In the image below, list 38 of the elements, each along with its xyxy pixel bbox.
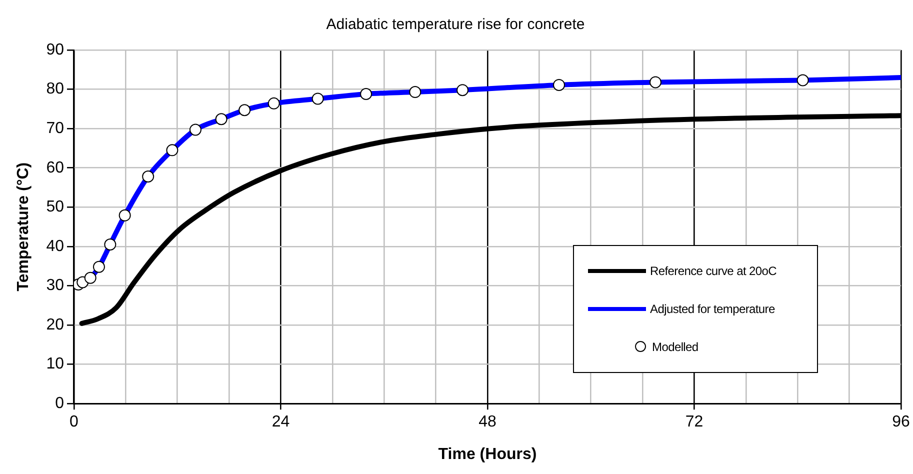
x-tick-label: 24 [272,414,290,431]
point [649,76,662,88]
point [104,238,116,250]
legend-label: Modelled [652,340,698,354]
y-tick-label: 80 [46,80,64,98]
y-tick-label: 50 [46,198,64,216]
y-axis-title: Temperature (°C) [15,162,32,292]
point [312,92,324,105]
point [92,260,105,273]
point [456,84,469,96]
point [142,170,154,183]
y-tick-label: 70 [46,120,64,137]
y-tick-label: 0 [55,395,64,412]
x-tick-label: 72 [685,414,704,431]
point [268,97,280,110]
point [409,86,422,98]
point [215,113,228,126]
legend-label: Adjusted for temperature [650,302,775,316]
point [238,104,251,116]
y-tick-label: 90 [46,41,64,58]
y-tick-label: 20 [46,316,64,334]
legend-label: Reference curve at 20oC [650,264,777,278]
point [166,144,178,156]
y-tick-label: 60 [46,159,64,176]
point [84,272,96,284]
x-axis-title: Time (Hours) [438,446,537,463]
point [553,78,565,91]
point [118,209,131,222]
chart-title: Adiabatic temperature rise for concrete [326,16,585,34]
point [189,124,202,136]
x-tick-label: 48 [478,414,496,431]
y-tick-label: 40 [46,238,64,255]
x-tick-label: 96 [892,414,910,431]
y-tick-label: 30 [46,277,64,294]
point [796,74,809,86]
x-tick-label: 0 [70,414,79,431]
y-tick-label: 10 [46,356,64,373]
point [360,88,372,100]
